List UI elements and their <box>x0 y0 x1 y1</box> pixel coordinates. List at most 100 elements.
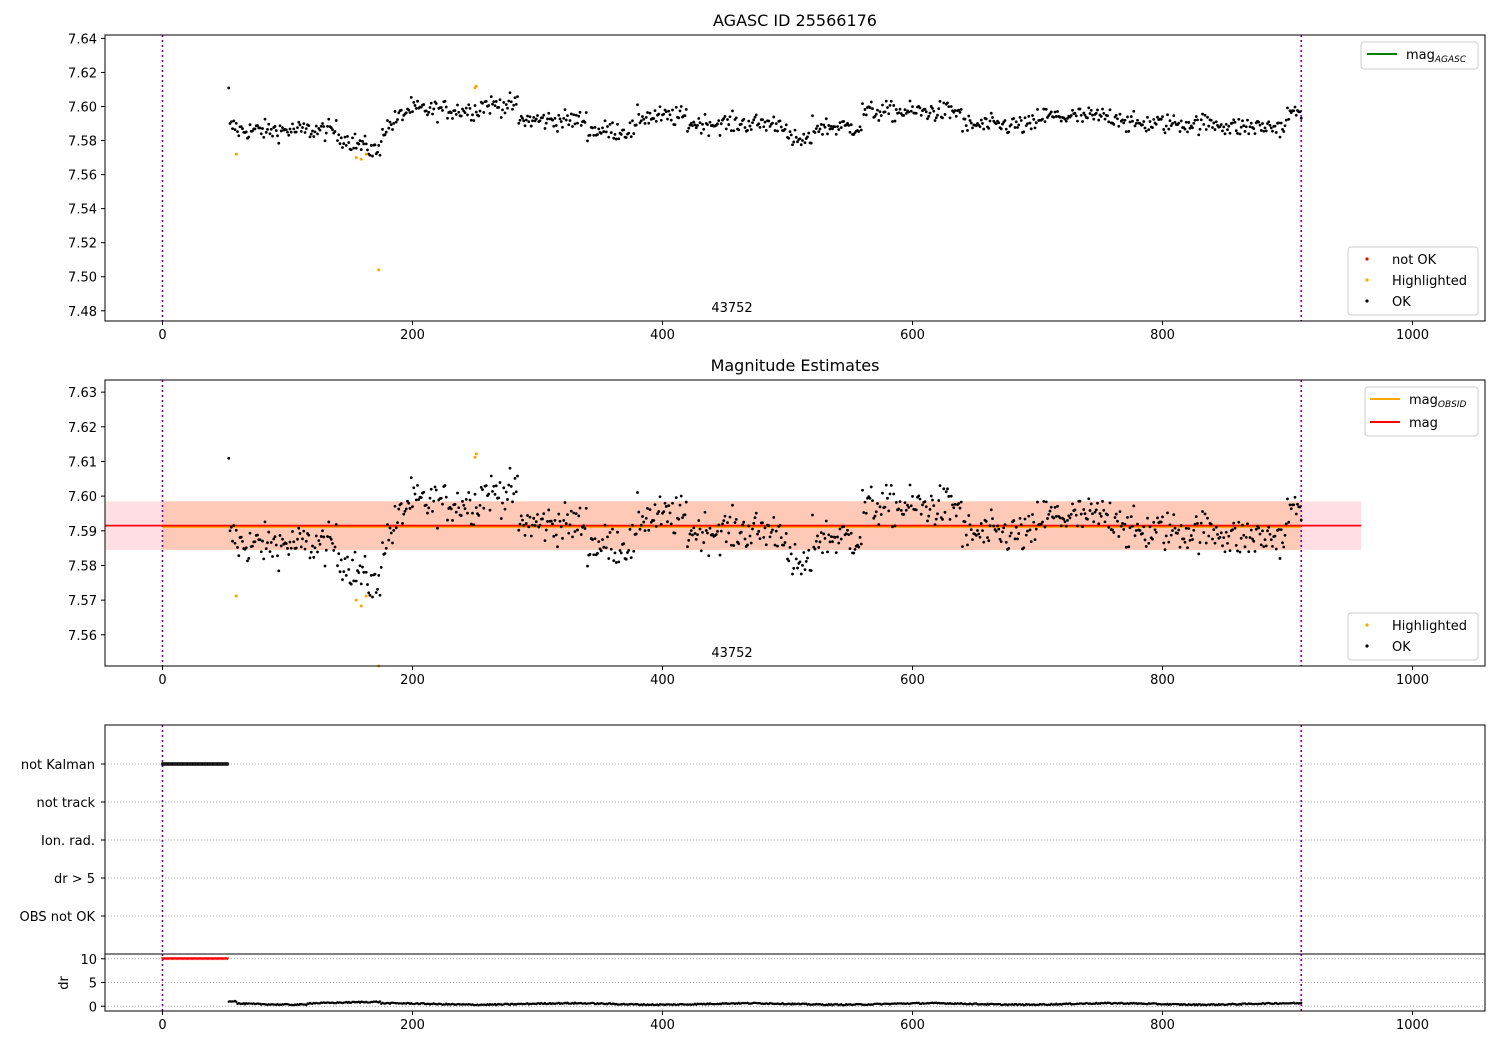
chart-2-point <box>719 529 723 533</box>
chart-1-point <box>788 130 792 134</box>
chart-2-point <box>864 511 868 515</box>
chart-1-point <box>322 125 326 128</box>
chart-2-point <box>999 540 1003 544</box>
chart-2-point <box>358 564 362 568</box>
chart-2-point <box>513 476 517 480</box>
chart-2-point <box>669 522 673 526</box>
chart-1-point <box>876 108 879 112</box>
chart-1-point <box>807 131 811 135</box>
chart-1-point <box>772 115 776 119</box>
chart-1-point <box>1132 109 1136 113</box>
chart-2-point <box>584 506 588 510</box>
chart-2-point <box>266 541 269 545</box>
chart-2-point <box>774 529 778 533</box>
chart-2-point <box>671 501 674 505</box>
chart-2-point <box>321 529 324 533</box>
chart-1-point <box>1279 121 1283 125</box>
chart-2-point <box>336 564 339 568</box>
chart-2-point <box>903 501 907 505</box>
chart-2-point <box>1167 540 1171 544</box>
chart-1-point <box>1022 130 1026 134</box>
chart-1-point <box>416 99 419 103</box>
chart-1-point <box>1283 124 1287 128</box>
chart-1-point <box>722 117 726 120</box>
chart-1-point <box>354 146 358 150</box>
chart-1-point <box>419 105 423 109</box>
chart-2-point <box>799 572 803 576</box>
chart-2-point <box>1046 517 1049 520</box>
chart-1-point <box>344 144 348 147</box>
chart-2-point <box>748 534 752 538</box>
chart-2-point <box>1164 534 1168 538</box>
chart-2-point <box>493 492 497 496</box>
chart-1-point <box>1034 121 1038 125</box>
chart-2-point <box>392 529 396 532</box>
chart-2-point <box>964 533 968 537</box>
chart-1-point <box>302 122 306 126</box>
chart-2-point <box>646 506 649 510</box>
chart-1-point <box>1118 112 1122 116</box>
chart-2-point <box>984 519 988 523</box>
chart-2-ytick-label: 7.60 <box>68 490 97 505</box>
chart-2-point <box>1166 511 1169 515</box>
chart-2-point <box>953 502 957 506</box>
chart-1-point <box>959 107 963 111</box>
chart-2-point <box>279 544 283 548</box>
chart-2-point <box>636 491 639 494</box>
chart-2-point <box>586 564 589 568</box>
chart-2-point <box>756 532 759 536</box>
chart-1-point <box>1198 127 1202 131</box>
chart-2-point <box>304 539 308 543</box>
chart-2-point <box>639 523 643 527</box>
chart-1-point <box>1284 118 1288 122</box>
chart-1-point <box>847 124 851 127</box>
chart-1-point <box>624 136 628 139</box>
chart-2-point <box>1076 524 1079 528</box>
chart-1-point <box>1172 114 1176 118</box>
chart-2-point <box>666 520 669 524</box>
chart-2-point <box>424 503 428 507</box>
chart-1-point <box>966 129 969 132</box>
chart-1-point <box>1199 118 1203 122</box>
chart-2-point <box>818 540 822 544</box>
chart-2-point <box>1263 538 1267 542</box>
chart-2-point <box>376 587 379 591</box>
chart-2-point <box>373 572 377 576</box>
chart-1-point <box>892 104 896 107</box>
chart-1-point <box>926 117 929 121</box>
chart-1-point <box>729 129 733 133</box>
chart-2-point <box>1032 520 1036 524</box>
chart-1-point <box>734 116 738 120</box>
chart-1-point <box>747 119 751 123</box>
chart-1-point <box>616 122 619 126</box>
chart-1-point <box>518 118 522 122</box>
chart-1-point <box>561 125 564 129</box>
chart-1-point <box>449 111 453 115</box>
chart-2-point <box>287 553 291 556</box>
chart-2-point <box>236 546 239 549</box>
chart-1-point <box>596 133 599 136</box>
chart-2-point <box>453 502 457 506</box>
chart-1-point <box>573 122 577 126</box>
chart-2-point <box>556 545 559 549</box>
chart-2-point <box>627 548 631 552</box>
chart-1-point <box>1242 124 1246 128</box>
chart-1-point <box>1156 115 1159 119</box>
chart-1-point <box>941 116 944 120</box>
chart-1-point <box>773 129 777 132</box>
chart-1-point <box>873 114 877 118</box>
chart-2-xtick-label: 1000 <box>1396 673 1429 688</box>
chart-2-point <box>1177 528 1181 532</box>
chart-2-point <box>234 528 238 532</box>
chart-2-point <box>909 504 913 508</box>
chart-2-point <box>652 519 656 522</box>
chart-2-point <box>1279 528 1283 532</box>
chart-2-point <box>693 532 697 535</box>
chart-1-point <box>574 113 578 117</box>
chart-2-point <box>1213 541 1217 545</box>
chart-1-point <box>826 132 829 136</box>
chart-1-point <box>1281 127 1284 131</box>
chart-1-point <box>827 124 831 127</box>
chart-1-point <box>323 139 327 143</box>
chart-1-point <box>498 98 502 102</box>
